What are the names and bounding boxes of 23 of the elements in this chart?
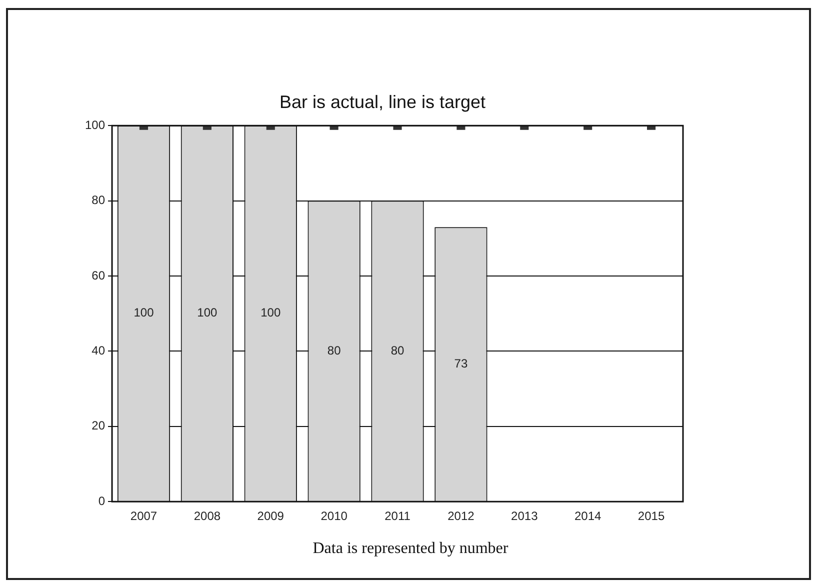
y-tick-label: 60: [92, 268, 106, 282]
x-tick-label: 2009: [257, 509, 284, 524]
y-tick-label: 100: [84, 118, 106, 132]
data-label: 100: [260, 306, 281, 320]
x-tick-label: 2013: [511, 509, 538, 524]
data-label: 80: [390, 343, 405, 358]
data-label: 100: [197, 306, 218, 320]
data-label: 80: [327, 343, 342, 358]
x-tick-label: 2015: [638, 509, 665, 524]
x-tick-label: 2014: [574, 509, 602, 524]
data-label: 73: [454, 356, 468, 370]
data-label: 100: [134, 306, 154, 320]
x-tick-label: 2007: [130, 509, 158, 524]
x-tick-label: 2010: [320, 509, 348, 524]
x-tick-label: 2012: [448, 509, 475, 524]
y-tick-label: 0: [98, 494, 106, 508]
chart-title: Bar is actual, line is target: [279, 92, 486, 112]
y-tick-label: 20: [92, 418, 106, 433]
text: Data is represented by number: [312, 540, 510, 558]
y-tick-label: 40: [92, 344, 106, 358]
x-tick-label: 2011: [384, 509, 411, 524]
x-tick-label: 2008: [194, 509, 221, 524]
y-tick-label: 80: [92, 193, 106, 208]
